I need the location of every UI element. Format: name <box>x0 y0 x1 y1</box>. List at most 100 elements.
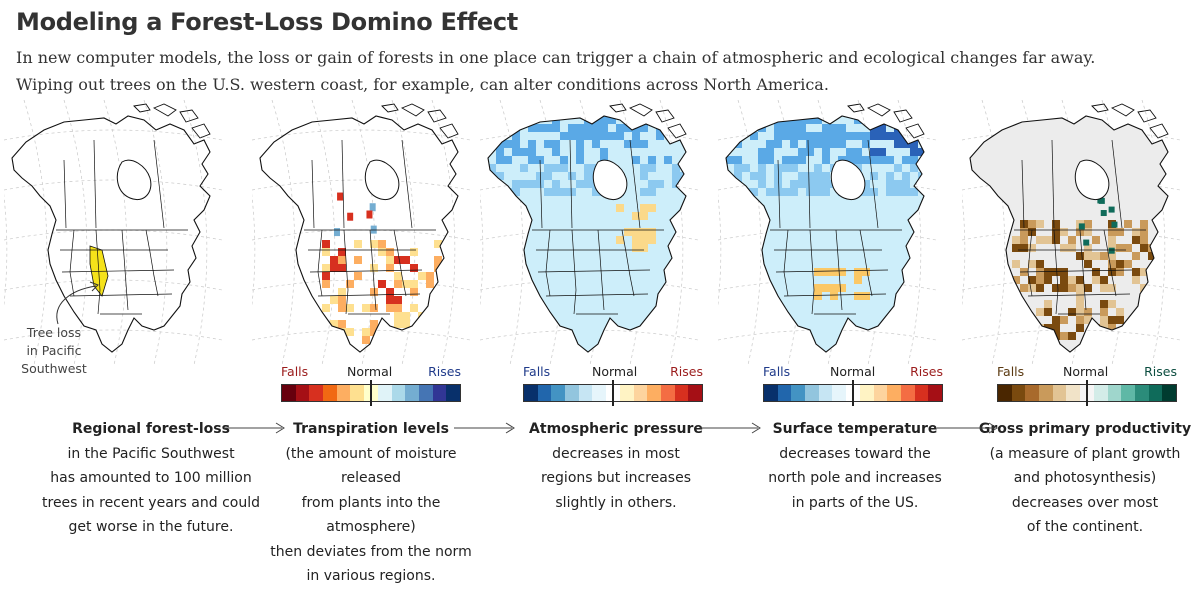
grid-cell <box>1012 236 1020 244</box>
grid-cell <box>726 140 734 148</box>
grid-cell <box>640 212 648 220</box>
graticule-line <box>63 100 88 365</box>
grid-cell <box>1148 252 1156 260</box>
grid-cell <box>902 172 910 180</box>
grid-cell <box>520 180 528 188</box>
grid-cell <box>934 188 936 196</box>
grid-cell <box>402 312 410 320</box>
grid-cell <box>910 164 918 172</box>
legend-rises-label: Rises <box>670 364 703 379</box>
border-line <box>537 269 651 273</box>
grid-cell <box>402 256 410 264</box>
grid-cell <box>1108 247 1115 254</box>
grid-cell <box>1020 324 1028 332</box>
legend-swatch <box>928 385 942 401</box>
grid-cell <box>766 140 774 148</box>
annotation-pointer <box>56 281 99 325</box>
grid-cell <box>370 328 378 336</box>
grid-cell <box>322 304 330 312</box>
grid-cell <box>718 116 726 124</box>
grid-cell <box>870 132 878 140</box>
grid-cell <box>584 132 592 140</box>
grid-cell <box>846 100 854 108</box>
grid-cell <box>1084 220 1092 228</box>
grid-cell <box>1140 244 1148 252</box>
grid-cell <box>822 132 830 140</box>
grid-cell <box>846 156 854 164</box>
grid-cell <box>1140 220 1148 228</box>
legend-swatch <box>633 385 648 401</box>
grid-cell <box>886 188 894 196</box>
grid-cell <box>426 312 434 320</box>
grid-cell <box>1044 300 1052 308</box>
grid-cell <box>910 156 918 164</box>
grid-cell <box>862 268 870 276</box>
border-line <box>1027 229 1033 297</box>
grid-cell <box>1044 332 1052 340</box>
coastline <box>487 115 687 353</box>
grid-cell <box>426 272 434 280</box>
legend-swatch <box>1025 385 1040 401</box>
grid-cell <box>520 164 528 172</box>
legend-normal-label: Normal <box>830 364 876 379</box>
graticule-line <box>252 193 256 307</box>
border-line <box>777 159 781 229</box>
grid-cell <box>370 288 378 296</box>
graticule-line <box>897 100 922 365</box>
grid-cell <box>568 172 576 180</box>
legend-swatch <box>1107 385 1122 401</box>
grid-cell <box>592 132 600 140</box>
grid-cell <box>806 100 814 108</box>
legend-swatch <box>777 385 792 401</box>
grid-cell <box>1124 260 1132 268</box>
grid-cell <box>354 256 362 264</box>
grid-cell <box>354 272 362 280</box>
grid-cell <box>394 280 402 288</box>
graticule-line <box>143 100 168 365</box>
grid-cell <box>528 180 536 188</box>
grid-cell <box>1092 268 1100 276</box>
grid-cell <box>528 148 536 156</box>
legend-swatch <box>832 385 847 401</box>
grid-cell <box>1100 210 1107 217</box>
flow-arrow-icon <box>454 422 515 434</box>
grid-cell <box>600 124 608 132</box>
grid-cell <box>1028 220 1036 228</box>
graticule-line <box>252 229 470 241</box>
grid-cell <box>830 292 838 300</box>
grid-cell <box>632 236 640 244</box>
grid-cell <box>648 156 656 164</box>
legend-swatch <box>1162 385 1176 401</box>
island-outline <box>133 103 151 113</box>
grid-cell <box>1028 284 1036 292</box>
grid-cell <box>1108 300 1116 308</box>
border-line <box>1051 139 1055 229</box>
legend-swatch <box>1121 385 1135 401</box>
grid-cell <box>1124 220 1132 228</box>
grid-cell <box>798 180 806 188</box>
grid-cell <box>512 148 520 156</box>
grid-cell <box>1116 308 1124 316</box>
legend-falls-label: Falls <box>997 364 1025 379</box>
legend-surface-temperature: Falls Normal Rises <box>763 364 943 406</box>
grid-cell <box>568 124 576 132</box>
grid-cell <box>1020 308 1028 316</box>
grid-cell <box>1148 292 1156 300</box>
coastline <box>969 115 1169 353</box>
border-line <box>317 229 323 297</box>
grid-cell <box>1012 244 1020 252</box>
grid-cell <box>926 100 934 108</box>
grid-cell <box>750 172 758 180</box>
border-line <box>621 229 635 297</box>
grid-cell <box>584 100 592 108</box>
grid-cell <box>934 132 936 140</box>
caption-line: and photosynthesis) <box>1013 470 1157 486</box>
grid-cell <box>838 268 846 276</box>
grid-cell <box>362 304 370 312</box>
grid-cell <box>934 100 936 108</box>
grid-cell <box>418 272 426 280</box>
legend-swatch <box>688 385 702 401</box>
grid-cell <box>1100 308 1108 316</box>
grid-cell <box>1060 276 1068 284</box>
grid-cell <box>750 116 758 124</box>
